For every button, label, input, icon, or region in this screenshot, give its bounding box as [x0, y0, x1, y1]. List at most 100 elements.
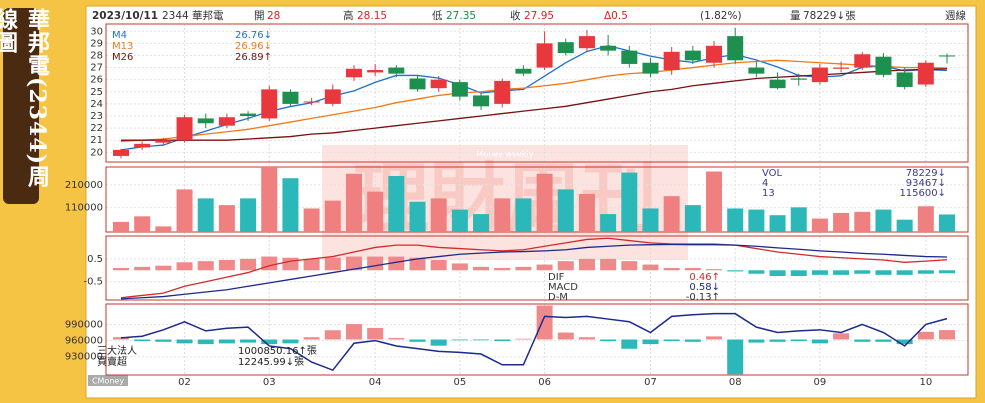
bar: [621, 261, 638, 271]
bar: [642, 339, 659, 345]
legend-value: 115600↓: [899, 188, 946, 199]
legend-value: 26.76↓: [235, 30, 272, 41]
bar: [197, 339, 214, 345]
panel-frame: [105, 303, 969, 376]
bar: [240, 258, 257, 271]
bar: [430, 198, 447, 232]
bar: [134, 266, 151, 271]
header-label: 開: [254, 10, 265, 22]
bar: [896, 219, 913, 232]
candle-body: [176, 117, 193, 141]
bar: [811, 339, 828, 344]
y-tick-label: 27: [90, 63, 103, 74]
panel-frame: [105, 235, 969, 301]
bar: [557, 332, 574, 340]
bar: [790, 270, 807, 276]
bar: [240, 198, 257, 232]
bar: [663, 339, 680, 342]
bar: [473, 214, 490, 232]
candle-body: [854, 54, 871, 68]
bar: [409, 257, 426, 271]
y-tick-label: 26: [90, 75, 103, 86]
bar: [769, 270, 786, 276]
x-tick-label: 06: [538, 377, 551, 388]
candle-body: [345, 68, 362, 78]
bar: [155, 226, 172, 232]
line-series: [120, 237, 948, 299]
legend-value: 78229↓: [906, 168, 946, 179]
legend-value: 0.58↓: [689, 282, 720, 293]
bar: [451, 209, 468, 232]
bar: [642, 264, 659, 271]
bar: [896, 339, 913, 345]
bar: [345, 173, 362, 232]
bar: [218, 260, 235, 271]
bar: [515, 266, 532, 271]
candle-body: [896, 72, 913, 87]
legend-value: 0.46↑: [689, 272, 720, 283]
header-value: 28: [267, 10, 280, 22]
line-series: [120, 45, 948, 151]
bar: [896, 270, 913, 275]
y-tick-label: 930000: [65, 352, 103, 363]
candle-body: [642, 62, 659, 74]
bar: [409, 201, 426, 232]
legend-label: M13: [112, 41, 133, 52]
x-tick-label: 08: [729, 377, 742, 388]
header-volume: 78229↓張: [803, 10, 856, 22]
bar: [917, 206, 934, 232]
bar: [113, 268, 129, 271]
candle-body: [833, 67, 850, 69]
candle-body: [388, 67, 405, 74]
bar: [388, 256, 405, 271]
bar: [600, 258, 617, 271]
bar: [282, 178, 299, 232]
bar: [811, 218, 828, 232]
x-tick-label: 07: [644, 377, 657, 388]
candle-body: [557, 42, 574, 54]
bar: [303, 258, 320, 271]
bar: [218, 205, 235, 232]
bar: [134, 339, 151, 342]
bar: [494, 198, 511, 232]
bar: [197, 198, 214, 232]
candle-body: [240, 113, 257, 116]
bar: [176, 189, 193, 232]
header-date: 2023/10/11: [92, 10, 158, 22]
x-tick-label: 02: [178, 377, 191, 388]
legend-value: 12245.99↓張: [238, 356, 304, 368]
bar: [578, 193, 595, 232]
bar: [557, 189, 574, 232]
header-value: 27.95: [524, 10, 554, 22]
header-symbol: 2344 華邦電: [162, 9, 224, 22]
line-series: [120, 243, 948, 300]
bar: [621, 339, 638, 349]
candle-body: [282, 91, 299, 104]
bar: [494, 339, 511, 342]
legend-label: 4: [762, 178, 768, 189]
bar: [684, 205, 701, 232]
bar: [451, 263, 468, 271]
x-tick-label: 03: [263, 377, 276, 388]
bar: [303, 208, 320, 232]
candle-body: [663, 51, 680, 70]
bar: [748, 209, 765, 232]
bar: [600, 339, 617, 342]
candle-body: [113, 149, 129, 156]
bar: [663, 196, 680, 232]
y-tick-label: 24: [90, 99, 103, 110]
candle-body: [536, 43, 553, 68]
bar: [494, 268, 511, 271]
bar: [536, 305, 553, 340]
x-tick-label: 04: [369, 377, 382, 388]
bar: [790, 339, 807, 342]
y-tick-label: 0.5: [87, 254, 103, 265]
legend-label: 三大法人: [97, 344, 137, 357]
bar: [811, 270, 828, 275]
bar: [240, 339, 257, 343]
candle-body: [748, 67, 765, 74]
candle-body: [494, 80, 511, 104]
bar: [282, 339, 299, 344]
